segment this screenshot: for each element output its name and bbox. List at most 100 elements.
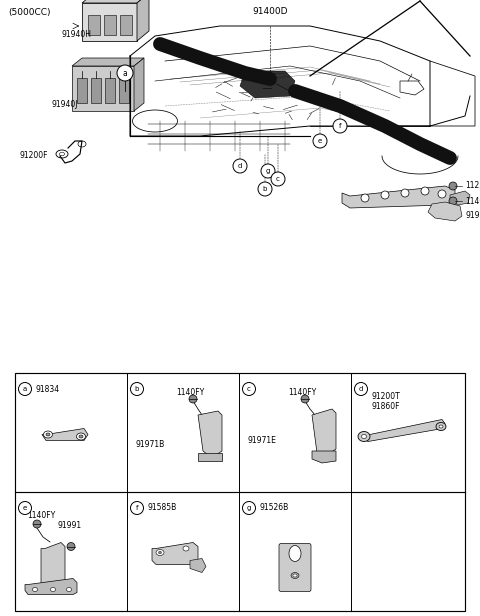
Text: c: c [247,386,251,392]
Ellipse shape [361,434,367,439]
Bar [121,91,129,98]
Circle shape [242,501,255,514]
Bar [119,78,129,103]
Circle shape [67,543,75,551]
Text: a: a [122,68,127,78]
Ellipse shape [289,546,301,562]
Circle shape [19,501,32,514]
Polygon shape [42,429,88,440]
Polygon shape [400,81,424,95]
Polygon shape [428,202,462,221]
Circle shape [361,194,369,202]
Text: 1125AD: 1125AD [465,182,480,190]
Text: 1140FY: 1140FY [176,388,204,397]
Text: 1140FY: 1140FY [288,388,316,397]
Circle shape [333,119,347,133]
Polygon shape [82,0,149,3]
Ellipse shape [79,435,83,438]
Text: 91991: 91991 [57,521,81,530]
Bar [88,15,100,35]
Circle shape [449,197,457,205]
Ellipse shape [67,588,72,591]
Text: a: a [23,386,27,392]
Text: 91200F: 91200F [20,150,48,160]
Text: 1140FY: 1140FY [465,197,480,206]
FancyBboxPatch shape [279,543,311,591]
Polygon shape [25,578,77,594]
Circle shape [258,182,272,196]
Text: 91971B: 91971B [135,440,164,449]
Circle shape [242,383,255,395]
Text: f: f [136,505,138,511]
Ellipse shape [291,572,299,578]
Circle shape [449,182,457,190]
Circle shape [131,501,144,514]
Text: g: g [266,168,270,174]
Circle shape [19,383,32,395]
Ellipse shape [44,431,52,438]
Circle shape [117,65,133,81]
Bar [104,15,116,35]
Ellipse shape [50,588,56,591]
Text: 91200T: 91200T [371,392,400,401]
Polygon shape [72,66,134,111]
Text: f: f [339,123,341,129]
Bar [15,373,465,611]
Text: 91971E: 91971E [247,436,276,445]
Text: b: b [135,386,139,392]
Circle shape [381,191,389,199]
Bar [121,100,129,106]
Circle shape [355,383,368,395]
Ellipse shape [293,574,297,577]
Bar [91,78,101,103]
Circle shape [189,395,197,403]
Ellipse shape [158,551,161,554]
Polygon shape [198,411,222,455]
Ellipse shape [439,425,443,428]
Text: (5000CC): (5000CC) [8,8,50,17]
Circle shape [261,164,275,178]
Text: 91940H: 91940H [62,30,92,39]
Polygon shape [72,58,144,66]
Ellipse shape [33,588,37,591]
Ellipse shape [76,433,85,440]
Polygon shape [312,409,336,453]
Ellipse shape [60,152,64,156]
Ellipse shape [436,423,446,431]
Text: 91940J: 91940J [52,100,79,109]
Text: 91834: 91834 [36,384,60,394]
Text: 91526B: 91526B [260,503,289,513]
Polygon shape [134,58,144,111]
Text: g: g [247,505,251,511]
Polygon shape [198,453,222,461]
Polygon shape [361,419,445,442]
Text: c: c [276,176,280,182]
Bar [105,78,115,103]
Polygon shape [41,543,65,588]
Polygon shape [137,0,149,41]
Ellipse shape [156,549,164,556]
Circle shape [401,189,409,197]
Polygon shape [152,543,198,564]
Text: b: b [263,186,267,192]
Text: d: d [238,163,242,169]
Text: e: e [318,138,322,144]
Polygon shape [240,71,295,98]
Polygon shape [312,451,336,463]
Circle shape [313,134,327,148]
Circle shape [131,383,144,395]
Circle shape [271,172,285,186]
Ellipse shape [46,433,50,436]
Text: 1140FY: 1140FY [27,511,55,520]
Text: 91993: 91993 [465,211,480,221]
Circle shape [421,187,429,195]
Text: e: e [23,505,27,511]
Text: 91860F: 91860F [371,402,399,411]
Circle shape [438,190,446,198]
Ellipse shape [358,431,370,442]
Polygon shape [450,191,470,205]
Text: d: d [359,386,363,392]
Circle shape [33,520,41,528]
Bar [77,78,87,103]
Polygon shape [190,559,206,572]
